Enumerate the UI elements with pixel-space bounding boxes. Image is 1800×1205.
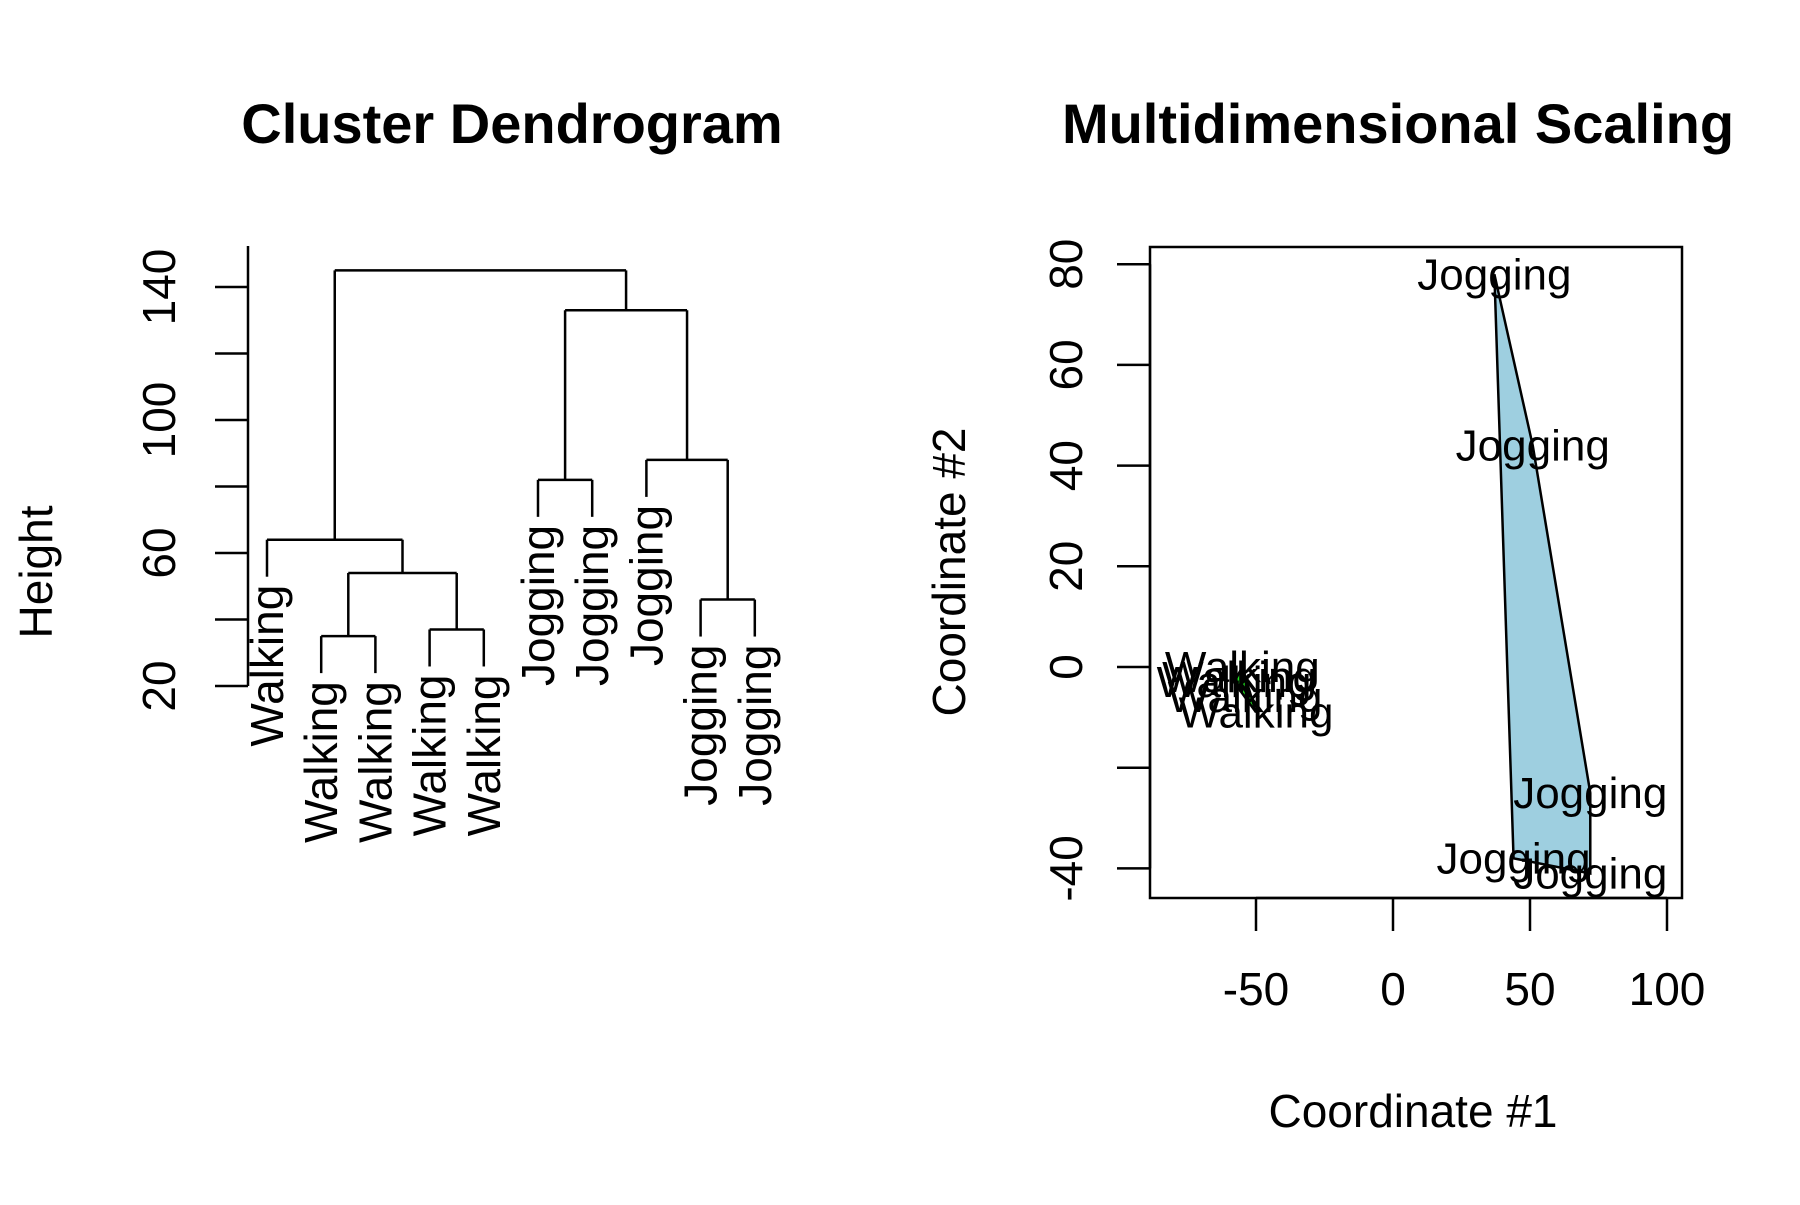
dendrogram-panel: Cluster Dendrogram Height 20 60 100 140 Wal… [10,92,783,843]
mds-x-tick-label: 50 [1504,963,1555,1015]
dendrogram-title: Cluster Dendrogram [241,92,782,155]
mds-y-tick-label: 80 [1040,239,1092,290]
mds-y-tick-label: 20 [1040,541,1092,592]
dendrogram-leaf-label: Jogging [566,525,618,686]
dendrogram-y-tick-label: 20 [133,660,185,711]
dendrogram-leaf-label: Walking [241,585,293,747]
dendrogram-leaf-label: Walking [349,681,401,843]
dendrogram-y-label: Height [10,505,62,638]
mds-y-tick-label: 0 [1040,654,1092,680]
mds-point-label: Walking [1179,688,1334,737]
mds-x-axis: -50 0 50 100 [1223,896,1706,1015]
dendrogram-leaf-label: Jogging [620,505,672,666]
mds-panel: Multidimensional Scaling Coordinate #1 C… [923,92,1734,1137]
mds-x-tick-label: 0 [1380,963,1406,1015]
mds-point-label: Walking [1168,673,1323,722]
mds-hulls [1232,273,1592,875]
mds-y-axis: -40 0 20 40 60 80 [1040,239,1152,902]
dendrogram-y-tick-label: 60 [133,527,185,578]
dendrogram-leaf-label: Jogging [729,645,781,806]
dendrogram-y-tick-label: 100 [133,382,185,459]
dendrogram-y-tick-label: 140 [133,249,185,326]
mds-hull-jogging [1493,273,1592,875]
mds-point-label: Walking [1165,643,1320,692]
mds-x-label: Coordinate #1 [1269,1085,1558,1137]
mds-title: Multidimensional Scaling [1062,92,1734,155]
mds-hull-walking [1232,663,1258,714]
mds-point-label: Jogging [1436,834,1590,883]
mds-point-label: Jogging [1417,250,1571,299]
dendrogram-leaf-label: Walking [295,681,347,843]
mds-y-tick-label: -40 [1040,835,1092,901]
mds-x-tick-label: 100 [1629,963,1706,1015]
dendrogram-links [265,269,757,674]
dendrogram-leaf-label: Walking [458,674,510,836]
mds-point-label: Jogging [1513,769,1667,818]
mds-point-label: Jogging [1456,421,1610,470]
mds-y-label: Coordinate #2 [923,428,975,717]
mds-point-label: Jogging [1513,849,1667,898]
dendrogram-leaf-label: Walking [404,674,456,836]
dendrogram-leaf-label: Jogging [512,525,564,686]
dendrogram-y-axis: 20 60 100 140 [133,246,250,712]
mds-point-label: Walking [1157,658,1312,707]
mds-y-tick-label: 40 [1040,440,1092,491]
mds-point-label: Walking [1162,653,1317,702]
mds-y-tick-label: 60 [1040,339,1092,390]
mds-x-tick-label: -50 [1223,963,1289,1015]
dendrogram-leaf-label: Jogging [675,645,727,806]
